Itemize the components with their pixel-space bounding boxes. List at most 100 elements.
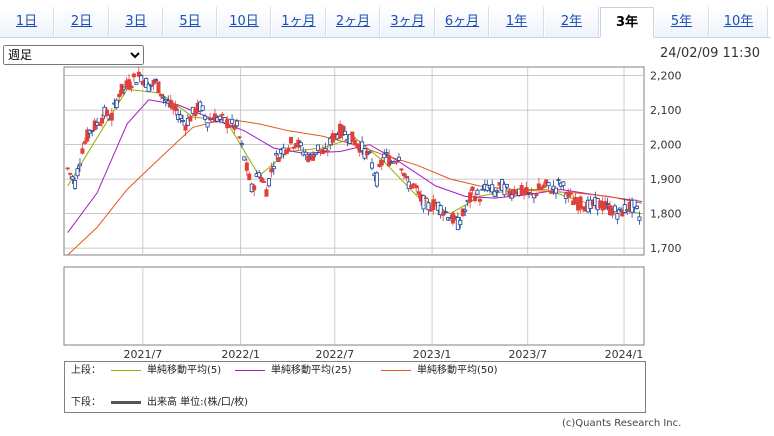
- candle-body: [536, 183, 541, 190]
- copyright: (c)Quants Research Inc.: [562, 418, 682, 429]
- candle-body: [634, 205, 639, 209]
- volume-panel: [63, 266, 645, 346]
- candle-body: [220, 113, 225, 116]
- y-tick-label: 2,100: [650, 104, 682, 117]
- candle-body: [274, 153, 279, 156]
- candle-body: [546, 182, 551, 187]
- tab-9[interactable]: 1年: [490, 7, 544, 37]
- candle-body: [473, 195, 478, 202]
- candle-body: [568, 192, 573, 195]
- tab-1[interactable]: 2日: [55, 7, 109, 37]
- candle-body: [70, 176, 75, 180]
- candle-body: [232, 124, 237, 130]
- candle-body: [65, 167, 70, 170]
- candle-body: [134, 82, 139, 85]
- candle-body: [144, 78, 149, 88]
- candle-body: [323, 148, 328, 152]
- candle-body: [409, 184, 414, 189]
- candle-body: [369, 162, 374, 169]
- candle-body: [421, 195, 426, 210]
- candle-body: [612, 205, 617, 213]
- candle-body: [114, 99, 119, 108]
- candle-body: [470, 186, 475, 191]
- tab-3[interactable]: 5日: [164, 7, 217, 37]
- y-tick-label: 2,000: [650, 139, 682, 152]
- candle-body: [257, 172, 262, 178]
- timestamp: 24/02/09 11:30: [660, 46, 760, 61]
- legend-upper-label: 上段：: [71, 365, 101, 376]
- candle-body: [230, 118, 235, 124]
- candle-body: [235, 120, 240, 127]
- candle-body: [308, 154, 313, 157]
- candle-body: [554, 187, 559, 194]
- candle-body: [122, 86, 127, 90]
- candle-body: [382, 153, 387, 159]
- tab-12[interactable]: 5年: [655, 7, 709, 37]
- y-tick-label: 1,900: [650, 173, 682, 186]
- period-select[interactable]: 週足: [3, 45, 144, 65]
- candle-body: [286, 147, 291, 152]
- tab-8[interactable]: 6ヶ月: [436, 7, 489, 37]
- legend-line-ma5: [111, 369, 141, 371]
- candle-body: [239, 143, 244, 146]
- candle-body: [527, 191, 532, 194]
- candle-body: [127, 79, 132, 90]
- tab-2[interactable]: 3日: [110, 7, 163, 37]
- candle-body: [360, 141, 365, 152]
- x-tick-label: 2023/7: [508, 348, 547, 360]
- candle-body: [534, 193, 539, 196]
- candle-body: [104, 109, 109, 116]
- candle-body: [495, 190, 500, 193]
- candle-body: [509, 194, 514, 199]
- tab-5[interactable]: 1ヶ月: [272, 7, 326, 37]
- candle-body: [188, 116, 193, 122]
- candle-body: [242, 156, 247, 161]
- candle-body: [394, 161, 399, 164]
- x-axis-ticks: 2021/7 2022/1 2022/7 2023/1 2023/7 2024/1: [124, 348, 644, 360]
- candle-body: [225, 119, 230, 129]
- x-tick-label: 2022/7: [315, 348, 354, 360]
- candle-body: [227, 125, 232, 128]
- tab-0[interactable]: 1日: [0, 7, 54, 37]
- candle-body: [306, 155, 311, 162]
- tab-4[interactable]: 10日: [218, 7, 271, 37]
- candle-body: [158, 94, 163, 97]
- candle-body: [441, 212, 446, 216]
- legend-item-ma50: 単純移動平均(50): [381, 364, 498, 378]
- candle-body: [82, 141, 87, 144]
- candle-body: [244, 162, 249, 171]
- tab-11[interactable]: 3年: [600, 7, 654, 38]
- candle-body: [303, 151, 308, 156]
- candle-body: [374, 172, 379, 187]
- candle-body: [414, 185, 419, 189]
- candle-body: [298, 142, 303, 147]
- tab-13[interactable]: 10年: [710, 7, 768, 37]
- candle-body: [117, 93, 122, 98]
- tab-10[interactable]: 2年: [545, 7, 599, 37]
- legend-upper-row: 上段： 単純移動平均(5) 単純移動平均(25) 単純移動平均(50): [71, 364, 498, 378]
- candle-body: [311, 155, 316, 161]
- candle-body: [350, 131, 355, 143]
- candle-body: [163, 98, 168, 102]
- candle-body: [205, 122, 210, 128]
- candle-body: [315, 144, 320, 151]
- candle-body: [80, 148, 85, 154]
- candle-body: [504, 183, 509, 188]
- candle-body: [423, 197, 428, 200]
- tab-6[interactable]: 2ヶ月: [327, 7, 380, 37]
- candle-body: [269, 168, 274, 173]
- y-tick-label: 2,200: [650, 70, 682, 83]
- candle-body: [352, 139, 357, 146]
- tab-7[interactable]: 3ヶ月: [381, 7, 435, 37]
- candle-body: [129, 85, 134, 89]
- y-axis-ticks: 2,200 2,100 2,000 1,900 1,800 1,700: [650, 70, 682, 255]
- candle-body: [541, 184, 546, 188]
- candle-body: [622, 204, 627, 213]
- legend-label-volume: 出来高 単位:(株/口/枚): [147, 397, 249, 408]
- candle-body: [396, 156, 401, 161]
- candle-body: [271, 166, 276, 170]
- candle-body: [549, 191, 554, 194]
- legend-label-ma25: 単純移動平均(25): [271, 365, 352, 376]
- candle-body: [632, 199, 637, 208]
